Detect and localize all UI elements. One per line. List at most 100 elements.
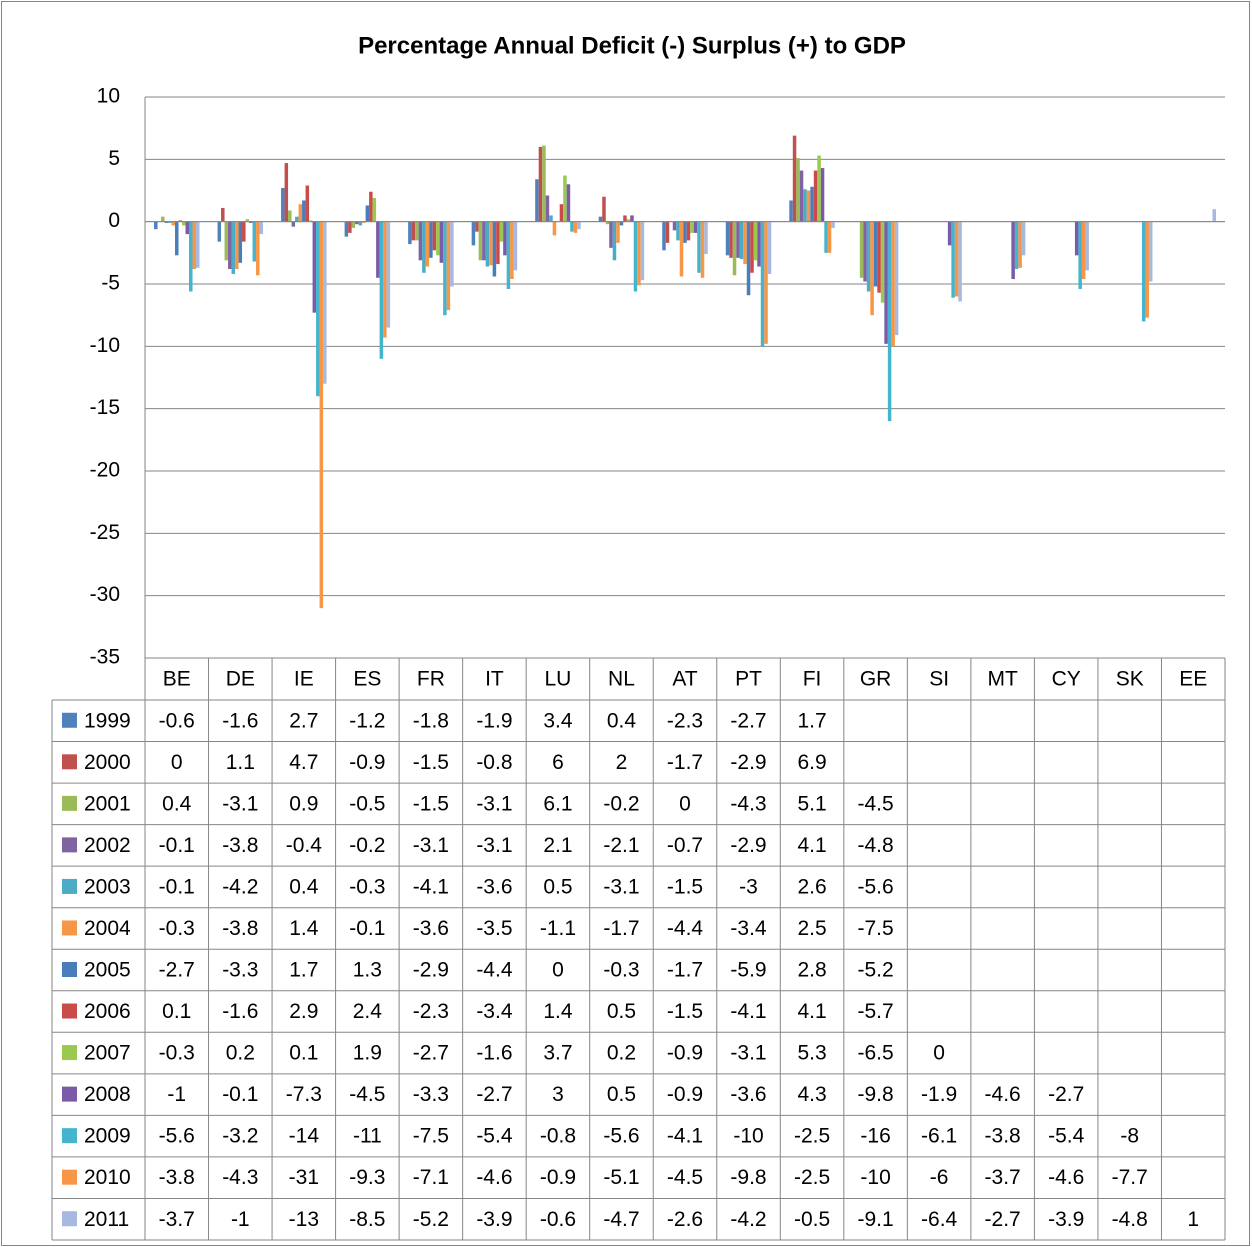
bar — [767, 221, 772, 275]
table-cell: -0.5 — [349, 792, 385, 815]
bar — [288, 210, 292, 222]
bar — [439, 221, 444, 263]
table-cell: -4.1 — [413, 875, 449, 898]
bar — [1018, 221, 1022, 268]
bar — [369, 191, 373, 222]
bar — [217, 221, 222, 242]
table-cell: -0.3 — [603, 959, 639, 982]
table-cell: -5.1 — [603, 1166, 639, 1189]
bar — [605, 221, 610, 225]
bar — [686, 221, 691, 241]
table-cell: -3 — [739, 875, 758, 898]
bar — [806, 190, 811, 222]
bar — [446, 221, 451, 311]
bar — [598, 216, 603, 222]
table-cell: -2.7 — [413, 1042, 449, 1065]
bar — [259, 221, 264, 235]
table-cell: -1.1 — [540, 917, 576, 940]
table-cell: -8 — [1120, 1125, 1139, 1148]
bar — [256, 221, 260, 276]
legend-swatch — [62, 1211, 77, 1227]
table-cell: -1.5 — [667, 1000, 703, 1023]
legend-label: 1999 — [84, 709, 131, 732]
table-cell: 2.9 — [289, 1000, 318, 1023]
bar — [880, 221, 885, 303]
bar — [693, 221, 698, 233]
x-tick-label: DE — [226, 668, 255, 691]
table-cell: -3.5 — [476, 917, 512, 940]
table-cell: -0.8 — [540, 1125, 576, 1148]
bar — [887, 221, 892, 422]
table-cell: -16 — [860, 1125, 890, 1148]
legend-label: 2011 — [84, 1208, 129, 1231]
bar — [792, 135, 797, 222]
legend-swatch — [62, 1169, 77, 1185]
bar — [866, 221, 871, 292]
table-cell: 6.1 — [543, 792, 572, 815]
bar — [743, 221, 747, 265]
table-cell: -5.4 — [1048, 1125, 1085, 1148]
bar — [1212, 209, 1216, 222]
table-cell: 0 — [171, 751, 183, 774]
table-cell: -9.8 — [730, 1166, 766, 1189]
x-tick-label: AT — [672, 668, 697, 691]
bar — [351, 221, 356, 228]
table-cell: -4.5 — [349, 1083, 385, 1106]
legend-label: 2009 — [84, 1125, 131, 1148]
table-cell: 2.1 — [543, 834, 572, 857]
bar — [626, 219, 631, 222]
table-cell: -1 — [167, 1083, 186, 1106]
bar — [478, 221, 483, 261]
table-cell: 0 — [679, 792, 691, 815]
table-cell: -1.5 — [413, 792, 449, 815]
table-cell: -5.2 — [857, 959, 893, 982]
bar — [570, 221, 574, 232]
table-cell: -5.2 — [413, 1208, 449, 1231]
x-tick-label: MT — [987, 668, 1017, 691]
bar — [947, 221, 952, 246]
legend-label: 2001 — [84, 792, 131, 815]
table-cell: -0.8 — [476, 751, 512, 774]
table-cell: 2.7 — [289, 709, 318, 732]
x-tick-label: SI — [929, 668, 949, 691]
table-cell: -4.8 — [857, 834, 893, 857]
bar — [1085, 221, 1089, 271]
table-cell: -9.8 — [857, 1083, 893, 1106]
bar — [408, 221, 412, 245]
table-cell: -1.9 — [921, 1083, 957, 1106]
bar — [383, 221, 387, 338]
bar — [637, 221, 641, 286]
legend-label: 2003 — [84, 875, 131, 898]
bar — [894, 221, 899, 336]
bar — [185, 221, 190, 235]
x-tick-label: LU — [545, 668, 572, 691]
table-cell: -3.8 — [222, 834, 258, 857]
bar — [746, 221, 751, 296]
table-cell: 4.1 — [797, 1000, 826, 1023]
table-cell: -5.9 — [730, 959, 766, 982]
y-tick-label: -25 — [90, 521, 120, 544]
x-tick-label: PT — [735, 668, 762, 691]
bar — [824, 221, 828, 253]
bar — [789, 200, 793, 222]
bar — [1145, 221, 1149, 318]
table-cell: -9.3 — [349, 1166, 385, 1189]
x-tick-label: GR — [860, 668, 892, 691]
table-cell: -3.6 — [730, 1083, 766, 1106]
bar — [358, 221, 363, 226]
bar — [252, 221, 257, 262]
legend-swatch — [62, 1045, 77, 1061]
bar — [676, 221, 680, 241]
table-cell: -1 — [231, 1208, 250, 1231]
table-cell: -3.1 — [730, 1042, 766, 1065]
bar — [506, 221, 511, 289]
table-cell: 0 — [552, 959, 564, 982]
bar — [319, 221, 324, 609]
bar — [178, 220, 183, 222]
bar — [355, 221, 359, 225]
bar — [489, 221, 493, 266]
bar — [175, 221, 179, 256]
table-cell: -2.7 — [159, 959, 195, 982]
table-cell: -7.5 — [857, 917, 893, 940]
table-cell: 2.5 — [797, 917, 826, 940]
